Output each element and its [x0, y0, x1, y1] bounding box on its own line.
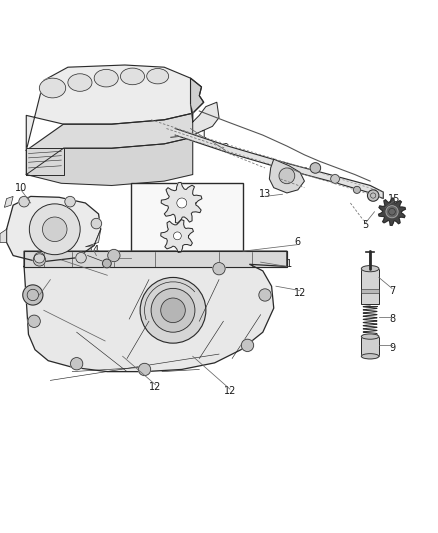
- Text: 12: 12: [99, 338, 111, 348]
- Text: 1: 1: [201, 130, 207, 140]
- Text: 15: 15: [388, 193, 400, 204]
- Circle shape: [259, 289, 271, 301]
- Circle shape: [161, 298, 185, 322]
- Text: 12: 12: [149, 382, 162, 392]
- Text: 6: 6: [295, 237, 301, 247]
- Circle shape: [71, 358, 83, 370]
- Circle shape: [241, 339, 254, 351]
- Ellipse shape: [120, 68, 145, 85]
- Bar: [361, 289, 379, 293]
- Circle shape: [389, 208, 395, 215]
- Circle shape: [108, 249, 120, 262]
- Circle shape: [177, 198, 187, 208]
- Polygon shape: [26, 113, 193, 174]
- Circle shape: [65, 197, 75, 207]
- Ellipse shape: [361, 354, 379, 359]
- Ellipse shape: [68, 74, 92, 91]
- Bar: [131, 183, 243, 251]
- Circle shape: [91, 219, 102, 229]
- Polygon shape: [161, 182, 202, 223]
- Polygon shape: [379, 198, 405, 225]
- Bar: [361, 269, 379, 304]
- Bar: [361, 336, 379, 356]
- Polygon shape: [191, 78, 204, 113]
- Circle shape: [29, 204, 80, 255]
- Text: 12: 12: [224, 386, 236, 397]
- Text: 14: 14: [88, 245, 100, 255]
- Circle shape: [213, 263, 225, 275]
- Ellipse shape: [361, 334, 379, 339]
- Polygon shape: [85, 229, 101, 247]
- Text: 11: 11: [281, 260, 293, 269]
- Text: 13: 13: [259, 189, 271, 199]
- Text: 13: 13: [44, 277, 57, 287]
- Circle shape: [151, 288, 195, 332]
- Text: 2: 2: [223, 143, 229, 154]
- Polygon shape: [4, 197, 13, 207]
- Text: 3: 3: [115, 255, 121, 265]
- Circle shape: [173, 232, 181, 240]
- Polygon shape: [175, 128, 383, 199]
- Circle shape: [42, 217, 67, 241]
- Text: 4: 4: [301, 167, 307, 177]
- Polygon shape: [26, 138, 193, 185]
- Ellipse shape: [94, 69, 118, 87]
- Text: 7: 7: [389, 286, 395, 296]
- Polygon shape: [26, 148, 64, 174]
- Circle shape: [76, 253, 86, 263]
- Polygon shape: [26, 65, 204, 150]
- Text: 10: 10: [15, 183, 27, 192]
- Text: 5: 5: [363, 220, 369, 230]
- Polygon shape: [161, 220, 194, 253]
- Ellipse shape: [39, 78, 66, 98]
- Polygon shape: [24, 251, 287, 372]
- Ellipse shape: [147, 69, 169, 84]
- Text: 11: 11: [101, 272, 113, 282]
- Polygon shape: [7, 197, 101, 262]
- Circle shape: [279, 168, 295, 184]
- Polygon shape: [269, 159, 304, 193]
- Circle shape: [367, 190, 379, 201]
- Circle shape: [33, 254, 46, 266]
- Circle shape: [386, 206, 398, 218]
- Circle shape: [102, 259, 111, 268]
- Text: 9: 9: [389, 343, 395, 352]
- Circle shape: [138, 364, 151, 376]
- Text: 12: 12: [294, 288, 306, 298]
- Circle shape: [23, 285, 43, 305]
- Polygon shape: [171, 102, 219, 138]
- Polygon shape: [0, 229, 7, 243]
- Circle shape: [34, 253, 45, 263]
- Ellipse shape: [361, 265, 379, 272]
- Circle shape: [310, 163, 321, 173]
- Circle shape: [19, 197, 29, 207]
- Circle shape: [140, 278, 206, 343]
- Circle shape: [353, 187, 360, 193]
- Circle shape: [28, 315, 40, 327]
- Polygon shape: [24, 251, 287, 266]
- Text: 8: 8: [389, 314, 395, 324]
- Circle shape: [331, 174, 339, 183]
